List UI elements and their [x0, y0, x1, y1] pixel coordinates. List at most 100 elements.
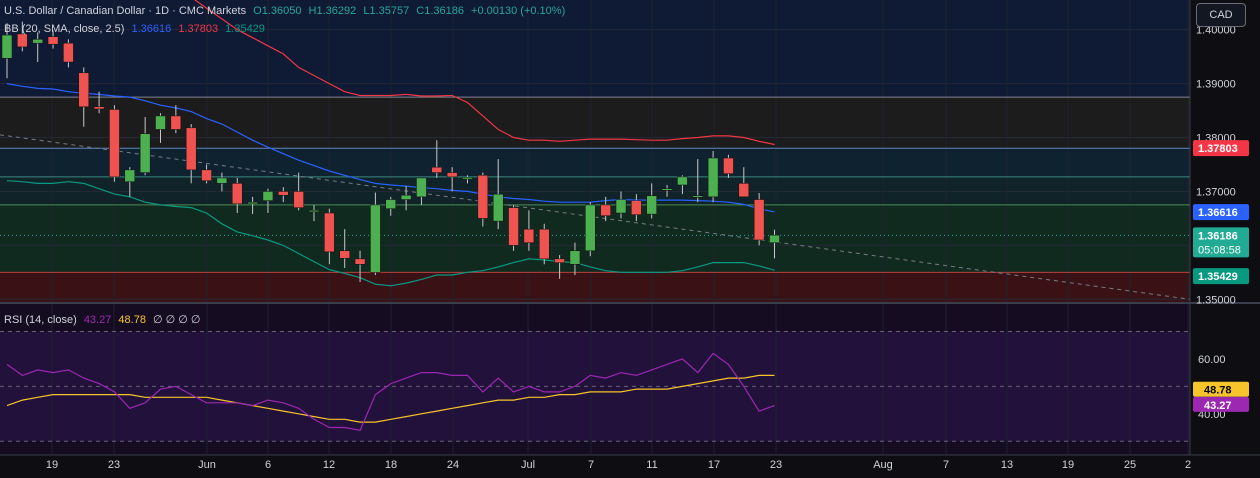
price-label-text: 1.37803 [1198, 143, 1238, 155]
countdown-text: 05:08:58 [1198, 244, 1241, 256]
price-label-basis [1193, 204, 1249, 221]
candle [78, 67, 89, 127]
candle [339, 229, 350, 269]
candle-body [431, 166, 443, 173]
time-tick-label: 11 [646, 459, 657, 471]
candle-body [216, 177, 228, 184]
candle [631, 194, 642, 222]
price-label-upper [1193, 140, 1249, 157]
candle-body [692, 195, 703, 198]
candle-body [385, 199, 396, 209]
rsi-value-label-text: 43.27 [1204, 400, 1232, 412]
zone-red [0, 272, 1190, 302]
candle [170, 105, 182, 134]
candle-body [400, 194, 412, 200]
candle [416, 177, 427, 205]
candle-body [109, 109, 120, 178]
candle [93, 91, 105, 114]
time-tick-label: 19 [1062, 459, 1074, 471]
candle-body [539, 228, 550, 260]
price-tick-label: 1.39000 [1196, 79, 1236, 91]
price-label-text: 1.36186 [1198, 230, 1238, 242]
candle-body [232, 183, 243, 205]
candle [1, 23, 13, 79]
candle-body [723, 157, 734, 174]
candle-body [554, 258, 565, 263]
zone-teal-2 [0, 176, 1190, 205]
time-tick-label: Aug [873, 459, 893, 471]
rsi-label: RSI (14, close) [4, 314, 77, 326]
price-tick-label: 1.37000 [1196, 186, 1236, 198]
rsi-legend[interactable]: RSI (14, close) 43.27 48.78 ∅ ∅ ∅ ∅ [4, 313, 205, 326]
candle [692, 159, 703, 203]
candle-body [124, 169, 136, 182]
time-tick-label: 18 [385, 459, 397, 471]
candle-body [416, 177, 427, 198]
bb-upper-value: 1.37803 [178, 23, 219, 35]
candle [47, 30, 59, 49]
bb-legend[interactable]: BB (20, SMA, close, 2.5) 1.36616 1.37803… [4, 23, 269, 35]
rsi-value: 43.27 [83, 314, 112, 326]
zone-teal [0, 148, 1190, 177]
candle-body [753, 199, 765, 241]
rsi-extra-values: ∅ ∅ ∅ ∅ [153, 314, 201, 326]
candle [585, 202, 596, 257]
time-tick-label: 24 [447, 459, 459, 471]
time-tick-label: 23 [108, 459, 120, 471]
candle [232, 177, 243, 214]
candle-body [78, 72, 89, 108]
rsi-ma-line [6, 374, 775, 423]
symbol-header: U.S. Dollar / Canadian Dollar · 1D · CMC… [4, 5, 569, 17]
candle [446, 167, 458, 192]
candle [677, 175, 688, 195]
candle [753, 193, 765, 246]
candle-body [201, 169, 212, 181]
ohlc-high: H1.36292 [308, 5, 357, 17]
candle [139, 117, 151, 176]
candle [247, 196, 258, 215]
candle-body [646, 195, 657, 215]
candle-body [738, 183, 750, 198]
candle [462, 175, 473, 184]
candle-body [631, 200, 642, 215]
candle [738, 167, 750, 198]
price-change: +0.00130 (+0.10%) [471, 5, 566, 17]
price-label-text: 1.35429 [1198, 271, 1238, 283]
price-label-last [1193, 227, 1249, 258]
price-label-lower [1193, 268, 1249, 285]
time-tick-label: 19 [46, 459, 58, 471]
candle [293, 172, 304, 211]
candle [324, 208, 335, 265]
currency-button[interactable]: CAD [1196, 3, 1246, 27]
candle-body [446, 172, 458, 178]
candle [600, 196, 611, 222]
candle [124, 167, 136, 197]
rsi-value-label-text: 48.78 [1204, 385, 1232, 397]
candle-body [17, 33, 28, 48]
candle-body [278, 191, 289, 196]
bb-upper-line [193, 0, 775, 146]
candle [554, 255, 565, 279]
candle [523, 210, 535, 251]
candle-body [1, 34, 13, 59]
candle [661, 184, 673, 197]
candle-body [308, 210, 320, 213]
candle [385, 196, 396, 216]
candle [201, 164, 212, 184]
candle-body [324, 212, 335, 253]
candle-body [769, 234, 780, 243]
zone-blue-top [0, 0, 1190, 98]
candle [308, 204, 320, 222]
price-tick-label: 1.35000 [1196, 294, 1236, 306]
symbol-title: U.S. Dollar / Canadian Dollar · 1D · CMC… [4, 5, 247, 17]
candle-body [677, 176, 688, 186]
candle [185, 124, 197, 184]
rsi-line [6, 352, 775, 431]
time-tick-label: 23 [770, 459, 782, 471]
candle [216, 172, 228, 192]
candle-body [32, 39, 43, 44]
candle-body [185, 127, 197, 171]
candle [508, 204, 519, 251]
